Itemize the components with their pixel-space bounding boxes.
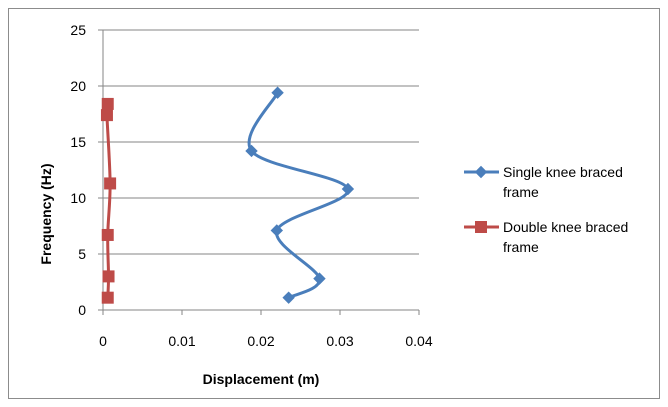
series-0-line bbox=[247, 91, 350, 300]
legend-entry-0: Single knee braced frame bbox=[464, 164, 623, 200]
series-0 bbox=[245, 86, 355, 304]
series-1-point-3 bbox=[104, 177, 117, 190]
y-tick-labels: 0 5 10 15 20 25 bbox=[70, 22, 103, 318]
legend-label-1-1: frame bbox=[503, 239, 539, 255]
x-tick-label-1: 0.01 bbox=[168, 333, 195, 349]
series-0-point-0 bbox=[282, 291, 295, 304]
y-tick-label-0: 0 bbox=[78, 302, 86, 318]
legend-swatch-marker-0 bbox=[474, 165, 488, 179]
x-tick-label-2: 0.02 bbox=[247, 333, 274, 349]
chart-frame bbox=[8, 8, 660, 399]
x-tick-label-0: 0 bbox=[99, 333, 107, 349]
x-tick-labels: 0 0.01 0.02 0.03 0.04 bbox=[99, 310, 433, 349]
series-0-point-5 bbox=[271, 86, 284, 99]
legend-entry-1: Double knee braced frame bbox=[464, 219, 628, 255]
series-0-point-2 bbox=[270, 224, 284, 237]
x-tick-label-3: 0.03 bbox=[326, 333, 353, 349]
y-tick-label-2: 10 bbox=[70, 190, 86, 206]
series-1-point-1 bbox=[102, 270, 115, 283]
x-tick-label-4: 0.04 bbox=[405, 333, 432, 349]
series-1-point-2 bbox=[101, 228, 114, 241]
series-1-point-0 bbox=[101, 291, 114, 304]
axes bbox=[102, 30, 419, 311]
legend-swatch-marker-1 bbox=[475, 221, 487, 233]
y-tick-label-4: 20 bbox=[70, 78, 86, 94]
legend-label-0-0: Single knee braced bbox=[503, 164, 623, 180]
legend-label-0-1: frame bbox=[503, 184, 539, 200]
series-group bbox=[100, 86, 355, 304]
series-0-point-4 bbox=[245, 144, 258, 158]
gridlines bbox=[103, 29, 419, 255]
y-tick-label-3: 15 bbox=[70, 134, 86, 150]
series-1-point-5 bbox=[101, 97, 114, 110]
legend-label-1-0: Double knee braced bbox=[503, 219, 628, 235]
y-axis-title: Frequency (Hz) bbox=[38, 163, 54, 264]
series-0-point-1 bbox=[313, 272, 326, 285]
series-0-point-3 bbox=[341, 182, 355, 196]
y-tick-label-1: 5 bbox=[78, 246, 86, 262]
series-1 bbox=[100, 97, 117, 304]
y-tick-label-5: 25 bbox=[70, 22, 86, 38]
series-1-point-4 bbox=[100, 109, 113, 122]
x-axis-title: Displacement (m) bbox=[203, 371, 320, 387]
series-1-line bbox=[105, 103, 112, 298]
